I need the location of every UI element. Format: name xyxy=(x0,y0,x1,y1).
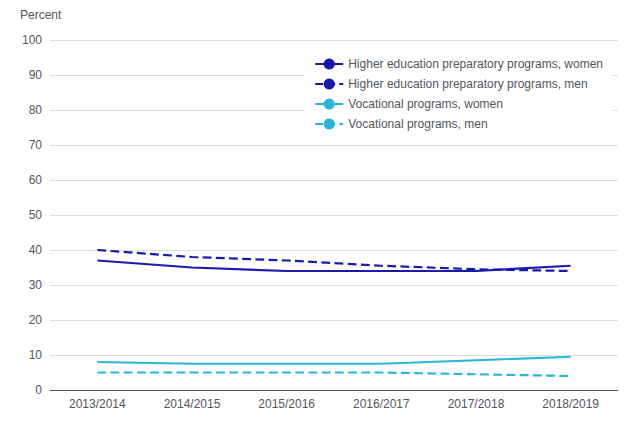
svg-text:50: 50 xyxy=(29,208,43,222)
svg-text:2013/2014: 2013/2014 xyxy=(69,397,126,411)
svg-text:90: 90 xyxy=(29,68,43,82)
svg-text:80: 80 xyxy=(29,103,43,117)
svg-text:20: 20 xyxy=(29,313,43,327)
svg-text:2014/2015: 2014/2015 xyxy=(164,397,221,411)
svg-text:2018/2019: 2018/2019 xyxy=(542,397,599,411)
svg-text:Higher education preparatory p: Higher education preparatory programs, w… xyxy=(348,57,603,71)
svg-text:Vocational programs, men: Vocational programs, men xyxy=(348,117,487,131)
svg-text:Vocational programs, women: Vocational programs, women xyxy=(348,97,503,111)
svg-text:Percent: Percent xyxy=(20,8,62,22)
svg-text:30: 30 xyxy=(29,278,43,292)
svg-text:10: 10 xyxy=(29,348,43,362)
svg-text:2016/2017: 2016/2017 xyxy=(353,397,410,411)
svg-text:60: 60 xyxy=(29,173,43,187)
svg-text:40: 40 xyxy=(29,243,43,257)
svg-text:70: 70 xyxy=(29,138,43,152)
svg-text:0: 0 xyxy=(35,383,42,397)
svg-text:2015/2016: 2015/2016 xyxy=(258,397,315,411)
svg-text:100: 100 xyxy=(22,33,42,47)
svg-text:Higher education preparatory p: Higher education preparatory programs, m… xyxy=(348,77,587,91)
svg-text:2017/2018: 2017/2018 xyxy=(448,397,505,411)
